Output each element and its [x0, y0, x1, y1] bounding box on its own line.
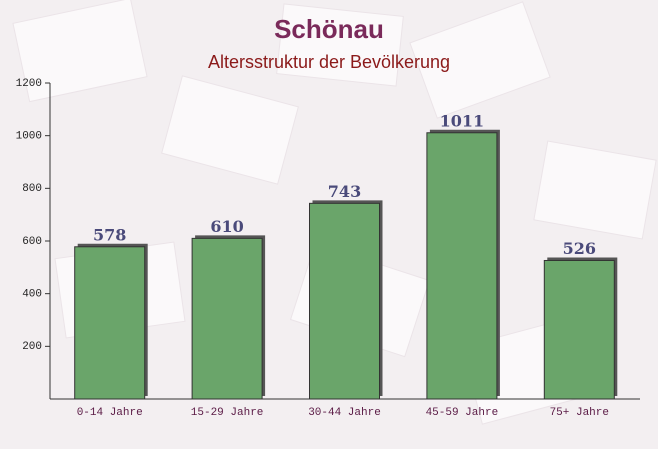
y-tick-label: 1000 — [16, 131, 42, 143]
x-tick-label: 30-44 Jahre — [308, 407, 381, 419]
x-tick-label: 75+ Jahre — [550, 407, 609, 419]
chart-title: Schönau — [274, 14, 384, 44]
y-tick-label: 800 — [22, 183, 42, 195]
y-tick-label: 1200 — [16, 78, 42, 90]
y-tick-label: 400 — [22, 289, 42, 301]
value-label: 578 — [93, 225, 126, 244]
bar — [426, 132, 498, 400]
x-tick-label: 15-29 Jahre — [191, 407, 264, 419]
y-tick-label: 200 — [22, 341, 42, 353]
value-label: 610 — [210, 217, 243, 236]
bar — [74, 246, 146, 400]
y-tick-label: 600 — [22, 236, 42, 248]
x-tick-label: 45-59 Jahre — [426, 407, 499, 419]
x-tick-label: 0-14 Jahre — [77, 407, 143, 419]
value-label: 1011 — [440, 111, 485, 130]
bar — [309, 202, 380, 400]
bar — [191, 237, 263, 400]
value-label: 526 — [563, 239, 596, 258]
chart-subtitle: Altersstruktur der Bevölkerung — [208, 52, 450, 72]
value-label: 743 — [328, 182, 361, 201]
bar — [543, 259, 615, 400]
